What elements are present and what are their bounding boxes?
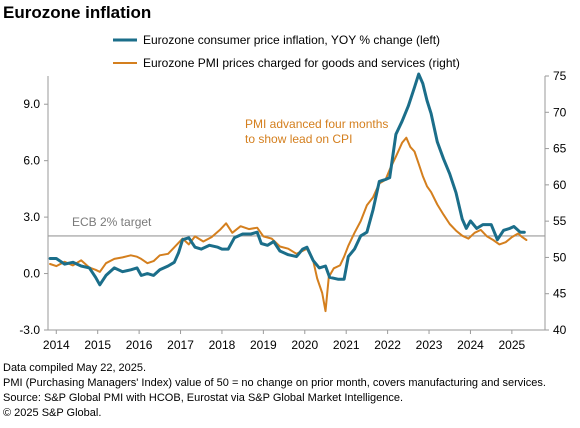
x-tick-label: 2020 [291, 338, 318, 352]
reference-line-label: ECB 2% target [72, 215, 152, 229]
footer-date: Data compiled May 22, 2025. [3, 362, 147, 374]
annotation-line: to show lead on CPI [245, 132, 352, 146]
footer-source: Source: S&P Global PMI with HCOB, Eurost… [3, 392, 404, 404]
left-tick-label: 6.0 [23, 154, 40, 168]
legend: Eurozone consumer price inflation, YOY %… [113, 33, 460, 70]
reference-line: ECB 2% target [48, 215, 545, 237]
axes: -3.0 0.0 3.0 6.0 9.0 40 45 50 55 60 65 70 75 2014 2015… [19, 69, 566, 352]
legend-entry-pmi: Eurozone PMI prices charged for goods an… [143, 56, 460, 70]
x-tick-label: 2017 [167, 338, 194, 352]
left-tick-label: 0.0 [23, 267, 40, 281]
left-tick-label: 3.0 [23, 210, 40, 224]
right-tick-label: 60 [553, 178, 567, 192]
right-tick-label: 70 [553, 105, 567, 119]
x-tick-label: 2025 [499, 338, 526, 352]
right-tick-label: 50 [553, 250, 567, 264]
legend-entry-cpi: Eurozone consumer price inflation, YOY %… [143, 33, 440, 47]
x-tick-label: 2023 [416, 338, 443, 352]
series-line-pmi [49, 136, 528, 313]
left-tick-label: 9.0 [23, 97, 40, 111]
chart-title: Eurozone inflation [3, 3, 152, 22]
series-lines [48, 72, 528, 313]
x-tick-label: 2019 [250, 338, 277, 352]
x-tick-label: 2016 [126, 338, 153, 352]
right-tick-label: 75 [553, 69, 567, 83]
footer-note: PMI (Purchasing Managers' Index) value o… [3, 377, 546, 389]
left-tick-label: -3.0 [19, 323, 40, 337]
series-line-cpi [48, 72, 526, 287]
right-tick-label: 55 [553, 214, 567, 228]
right-tick-label: 40 [553, 323, 567, 337]
x-tick-label: 2021 [333, 338, 360, 352]
footer-copyright: © 2025 S&P Global. [3, 407, 102, 419]
footer: Data compiled May 22, 2025. PMI (Purchas… [3, 361, 546, 421]
right-tick-label: 65 [553, 142, 567, 156]
right-tick-label: 45 [553, 287, 567, 301]
x-tick-label: 2014 [43, 338, 70, 352]
x-tick-label: 2018 [209, 338, 236, 352]
x-tick-label: 2015 [84, 338, 111, 352]
x-tick-label: 2022 [374, 338, 401, 352]
annotation-line: PMI advanced four months [245, 117, 388, 131]
x-tick-label: 2024 [457, 338, 484, 352]
